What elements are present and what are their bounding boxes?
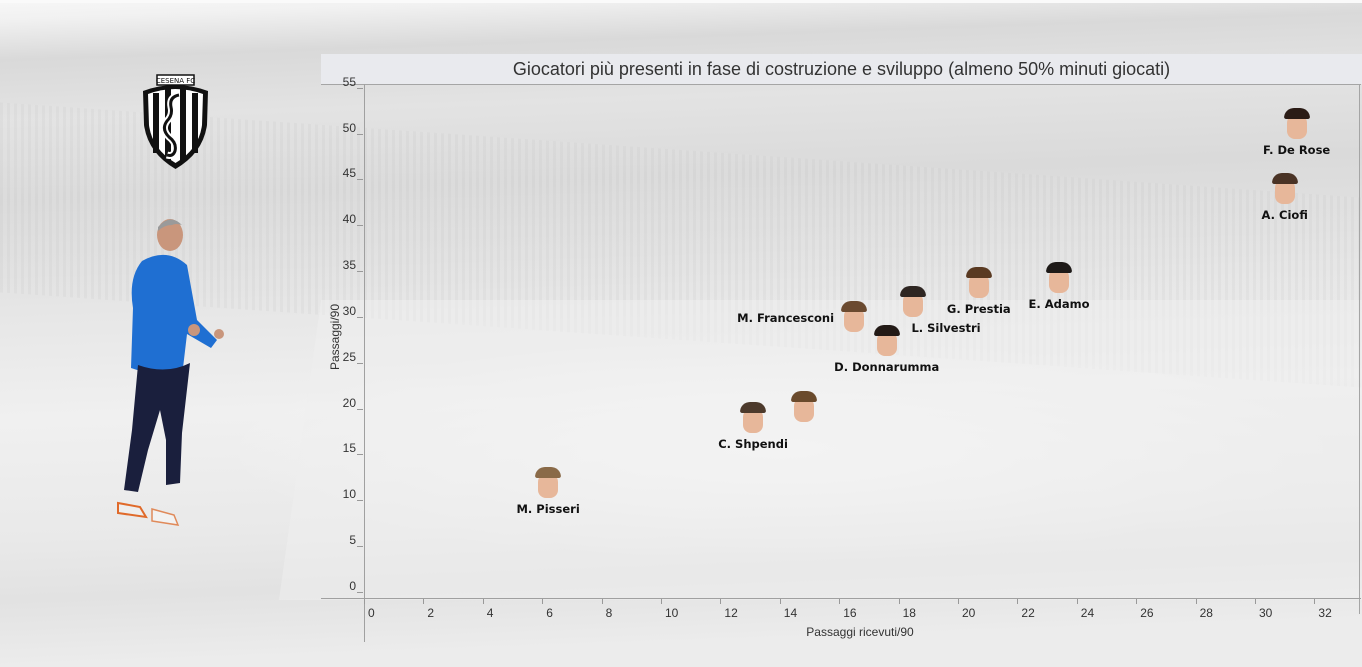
player-face-icon <box>1283 108 1310 140</box>
svg-text:CESENA FC: CESENA FC <box>156 77 195 85</box>
x-tick-mark <box>601 599 603 604</box>
x-tick-label: 12 <box>724 606 738 620</box>
y-tick-mark <box>357 271 363 273</box>
x-tick-mark <box>898 599 900 604</box>
player-face-icon <box>900 286 927 318</box>
x-tick-mark <box>1136 599 1138 604</box>
plot-frame-top <box>321 84 1361 85</box>
x-tick-label: 18 <box>902 606 916 620</box>
x-tick-mark <box>423 599 425 604</box>
x-tick-label: 20 <box>962 606 976 620</box>
x-tick-mark <box>720 599 722 604</box>
y-axis-title: Passaggi/90 <box>328 303 342 371</box>
x-tick-label: 22 <box>1021 606 1035 620</box>
y-tick-mark <box>357 362 363 364</box>
player-label: G. Prestia <box>946 301 1011 316</box>
x-tick-mark <box>661 599 662 604</box>
y-tick-mark <box>357 500 363 502</box>
x-tick-mark <box>1076 599 1078 604</box>
player-face-icon <box>1045 262 1072 294</box>
player-label: M. Francesconi <box>737 310 835 325</box>
y-tick-label: 55 <box>342 74 356 89</box>
y-tick-label: 10 <box>342 487 356 502</box>
y-tick-label: 40 <box>342 212 356 227</box>
x-axis-line <box>321 598 1361 599</box>
top-strip <box>0 0 1362 3</box>
x-tick-label: 2 <box>427 606 435 620</box>
y-tick-label: 15 <box>342 441 356 456</box>
seahorse-crest-icon: CESENA FC <box>143 74 208 169</box>
y-tick-label: 20 <box>342 395 356 410</box>
x-axis-title: Passaggi ricevuti/90 <box>806 625 914 639</box>
x-tick-mark <box>779 599 781 604</box>
stadium-pitch-texture <box>278 300 1362 600</box>
player-face-icon <box>873 324 900 356</box>
y-tick-mark <box>357 408 363 410</box>
player-face-icon <box>790 390 817 422</box>
player-label: A. Ciofi <box>1261 207 1308 222</box>
x-tick-label: 8 <box>605 606 613 620</box>
x-tick-label: 28 <box>1199 606 1213 620</box>
x-tick-label: 10 <box>665 606 679 620</box>
x-tick-mark <box>1195 599 1197 604</box>
x-tick-label: 0 <box>368 606 375 620</box>
player-face-icon <box>1271 172 1298 204</box>
y-tick-mark <box>357 546 363 548</box>
x-tick-label: 32 <box>1318 606 1332 620</box>
x-tick-label: 24 <box>1080 606 1095 620</box>
x-tick-mark <box>542 599 544 604</box>
player-label: E. Adamo <box>1028 297 1090 312</box>
y-tick-label: 50 <box>342 120 356 135</box>
player-label: D. Donnarumma <box>834 359 940 374</box>
y-tick-label: 45 <box>342 166 356 181</box>
y-tick-mark <box>357 225 363 227</box>
coach-photo <box>117 219 224 526</box>
player-label: F. De Rose <box>1262 143 1331 158</box>
x-tick-label: 26 <box>1140 606 1154 620</box>
y-tick-mark <box>357 592 363 593</box>
y-tick-label: 30 <box>342 303 356 318</box>
x-tick-mark <box>364 599 365 604</box>
x-tick-label: 4 <box>486 606 494 620</box>
x-tick-mark <box>1255 599 1256 604</box>
chart-title-text: Giocatori più presenti in fase di costru… <box>512 58 1171 79</box>
x-tick-label: 16 <box>843 606 857 620</box>
x-tick-label: 30 <box>1259 606 1273 620</box>
player-face-icon <box>535 466 562 498</box>
chart-title: Giocatori più presenti in fase di costru… <box>321 54 1362 84</box>
x-tick-label: 6 <box>546 606 553 620</box>
y-tick-mark <box>357 454 363 456</box>
player-label: M. Pisseri <box>516 501 580 516</box>
x-tick-mark <box>958 599 959 604</box>
plot-frame-right <box>1359 84 1360 614</box>
player-face-icon <box>965 266 992 298</box>
y-axis-line <box>364 84 365 642</box>
y-tick-mark <box>357 179 363 181</box>
x-tick-mark <box>482 599 484 604</box>
x-tick-mark <box>1017 599 1019 604</box>
y-tick-label: 35 <box>342 258 356 273</box>
y-tick-label: 25 <box>342 349 356 364</box>
player-face-icon <box>841 300 868 332</box>
y-tick-mark <box>357 316 363 318</box>
y-tick-label: 0 <box>349 579 356 593</box>
y-tick-label: 5 <box>349 533 356 548</box>
x-tick-mark <box>839 599 841 604</box>
y-tick-mark <box>357 87 363 89</box>
player-label: C. Shpendi <box>718 436 788 451</box>
player-label: L. Silvestri <box>911 321 981 336</box>
y-tick-mark <box>357 133 363 135</box>
player-face-icon <box>740 401 767 433</box>
x-tick-label: 14 <box>783 606 798 620</box>
x-tick-mark <box>1314 599 1316 604</box>
